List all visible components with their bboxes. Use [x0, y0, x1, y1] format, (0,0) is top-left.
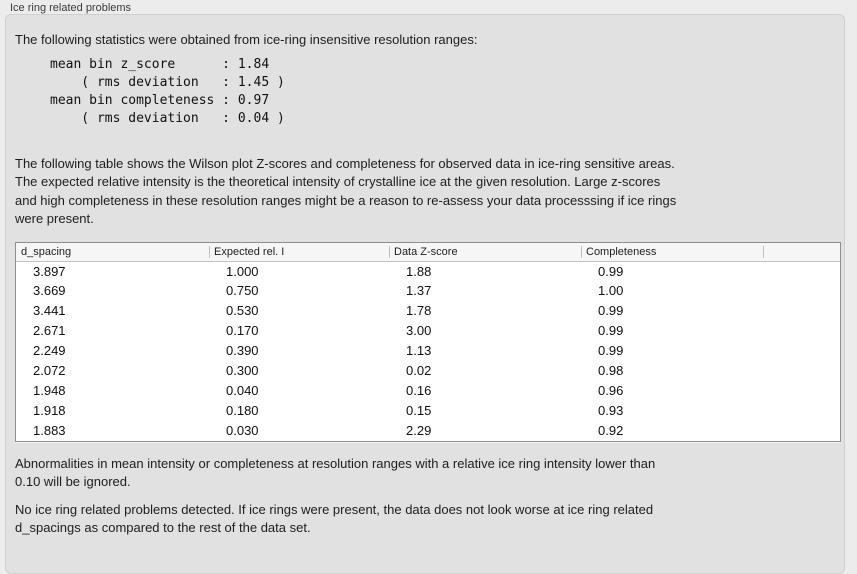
column-header-completeness[interactable]: Completeness [581, 243, 763, 261]
table-row[interactable]: 1.883 0.030 2.29 0.92 [16, 421, 840, 441]
table-cell-completeness: 0.93 [598, 402, 624, 418]
table-cell-data_z_score: 0.16 [406, 382, 432, 398]
ice-ring-groupbox: The following statistics were obtained f… [5, 14, 845, 574]
table-cell-data_z_score: 1.88 [406, 263, 432, 279]
table-cell-d_spacing: 3.669 [33, 283, 66, 299]
table-cell-completeness: 0.92 [598, 422, 624, 438]
column-header-d_spacing[interactable]: d_spacing [21, 245, 72, 258]
table-cell-data_z_score: 0.02 [406, 362, 432, 378]
table-cell-expected_rel_i: 0.040 [226, 382, 259, 398]
ice-ring-table[interactable]: d_spacing Expected rel. I Data Z-score Comp… [15, 241, 841, 442]
table-cell-expected_rel_i: 0.530 [226, 303, 259, 319]
table-row[interactable]: 3.897 1.000 1.88 0.99 [16, 262, 840, 282]
table-cell-d_spacing: 3.897 [33, 263, 66, 279]
table-cell-expected_rel_i: 0.300 [226, 362, 259, 378]
column-header-data_z_score[interactable]: Data Z-score [389, 243, 581, 261]
table-row[interactable]: 2.671 0.170 3.00 0.99 [16, 321, 840, 341]
table-cell-d_spacing: 2.072 [33, 362, 66, 378]
table-cell-completeness: 0.99 [598, 303, 624, 319]
table-cell-expected_rel_i: 0.030 [226, 422, 259, 438]
table-cell-completeness: 0.98 [598, 362, 624, 378]
table-cell-expected_rel_i: 0.750 [226, 283, 259, 299]
table-cell-d_spacing: 1.883 [33, 422, 66, 438]
table-cell-completeness: 0.99 [598, 323, 624, 339]
table-row[interactable]: 2.072 0.300 0.02 0.98 [16, 361, 840, 381]
table-cell-completeness: 0.99 [598, 263, 624, 279]
stats-intro-text: The following statistics were obtained f… [15, 32, 478, 47]
table-row[interactable]: 3.441 0.530 1.78 0.99 [16, 301, 840, 321]
table-body: 3.897 1.000 1.88 0.99 3.669 0.750 1.37 1.00 3.44… [16, 262, 840, 441]
groupbox-title: Ice ring related problems [10, 2, 132, 14]
table-row[interactable]: 1.918 0.180 0.15 0.93 [16, 401, 840, 421]
table-cell-d_spacing: 2.249 [33, 343, 66, 359]
table-cell-data_z_score: 1.13 [406, 343, 432, 359]
column-header-expected_rel_i[interactable]: Expected rel. I [209, 243, 389, 261]
table-cell-completeness: 1.00 [598, 283, 624, 299]
table-cell-data_z_score: 1.37 [406, 283, 432, 299]
ignore-note-text: Abnormalities in mean intensity or compl… [15, 455, 656, 490]
table-cell-expected_rel_i: 1.000 [226, 263, 259, 279]
conclusion-text: No ice ring related problems detected. I… [15, 501, 654, 536]
table-cell-d_spacing: 3.441 [33, 303, 66, 319]
table-cell-expected_rel_i: 0.180 [226, 402, 259, 418]
table-row[interactable]: 2.249 0.390 1.13 0.99 [16, 341, 840, 361]
table-cell-data_z_score: 0.15 [406, 402, 432, 418]
table-cell-d_spacing: 2.671 [33, 323, 66, 339]
table-header-row: d_spacing Expected rel. I Data Z-score Comp… [16, 242, 840, 262]
table-cell-completeness: 0.99 [598, 343, 624, 359]
table-cell-data_z_score: 2.29 [406, 422, 432, 438]
table-row[interactable]: 3.669 0.750 1.37 1.00 [16, 281, 840, 301]
table-cell-d_spacing: 1.918 [33, 402, 66, 418]
table-cell-data_z_score: 3.00 [406, 323, 432, 339]
table-cell-expected_rel_i: 0.390 [226, 343, 259, 359]
table-row[interactable]: 1.948 0.040 0.16 0.96 [16, 381, 840, 401]
table-cell-expected_rel_i: 0.170 [226, 323, 259, 339]
stats-block: mean bin z_score : 1.84 ( rms deviation … [50, 56, 285, 126]
column-header-spacer[interactable] [763, 243, 840, 261]
table-description-text: The following table shows the Wilson plo… [15, 155, 677, 227]
table-cell-d_spacing: 1.948 [33, 382, 66, 398]
table-cell-data_z_score: 1.78 [406, 303, 432, 319]
table-cell-completeness: 0.96 [598, 382, 624, 398]
